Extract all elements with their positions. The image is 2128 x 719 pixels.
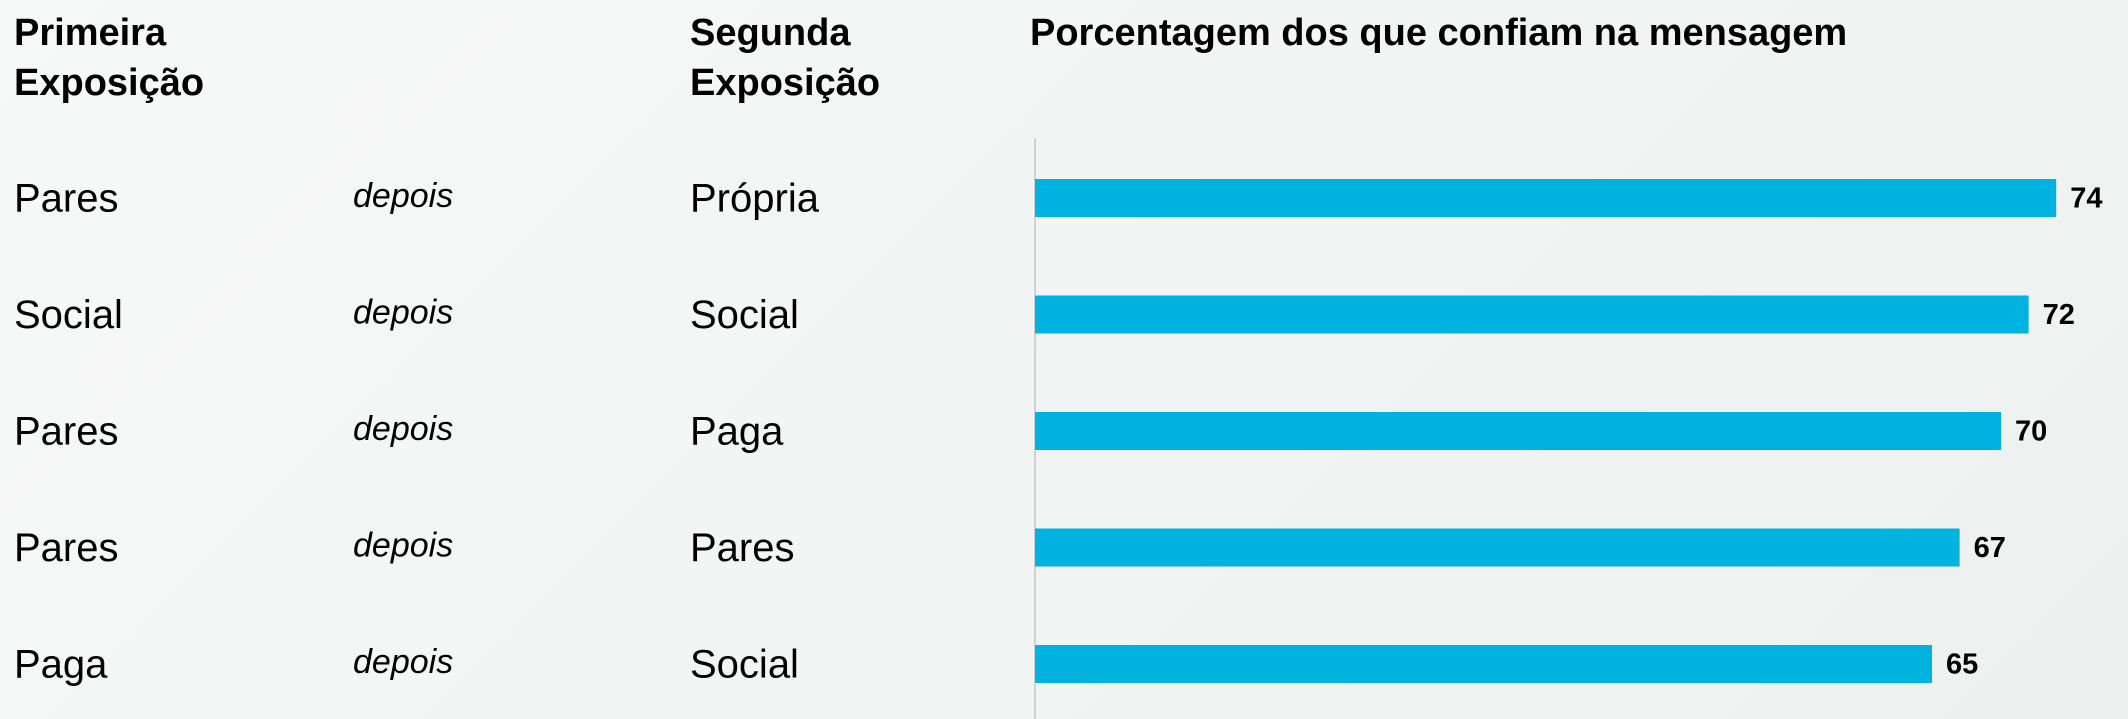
connector: depois	[353, 177, 453, 215]
first-exposure: Social	[14, 293, 123, 337]
connector: depois	[353, 293, 453, 331]
category-label: Própria	[690, 177, 820, 221]
value-label: 65	[1946, 649, 1978, 681]
category-label: Paga	[690, 410, 784, 454]
value-label: 72	[2043, 299, 2075, 331]
first-exposure: Pares	[14, 410, 119, 454]
bar	[1035, 179, 2057, 217]
first-exposure: Pares	[14, 177, 119, 221]
bar	[1035, 412, 2001, 450]
value-label: 74	[2070, 183, 2102, 215]
bar	[1035, 528, 1960, 567]
category-label: Social	[690, 643, 799, 687]
bar	[1035, 645, 1932, 683]
first-header: Primeira Exposição	[14, 12, 205, 104]
value-label: 70	[2015, 416, 2047, 448]
connector: depois	[353, 643, 453, 681]
bar	[1035, 295, 2029, 334]
value-label: 67	[1974, 532, 2006, 564]
first-exposure: Pares	[14, 526, 119, 570]
chart-title: Porcentagem dos que confiam na mensagem	[1030, 12, 1848, 54]
first-exposure: Paga	[14, 643, 108, 687]
connector: depois	[353, 526, 453, 564]
connector: depois	[353, 410, 453, 448]
category-label: Social	[690, 293, 799, 337]
category-label: Pares	[690, 526, 795, 570]
second-header: Segunda Exposição	[690, 12, 881, 104]
